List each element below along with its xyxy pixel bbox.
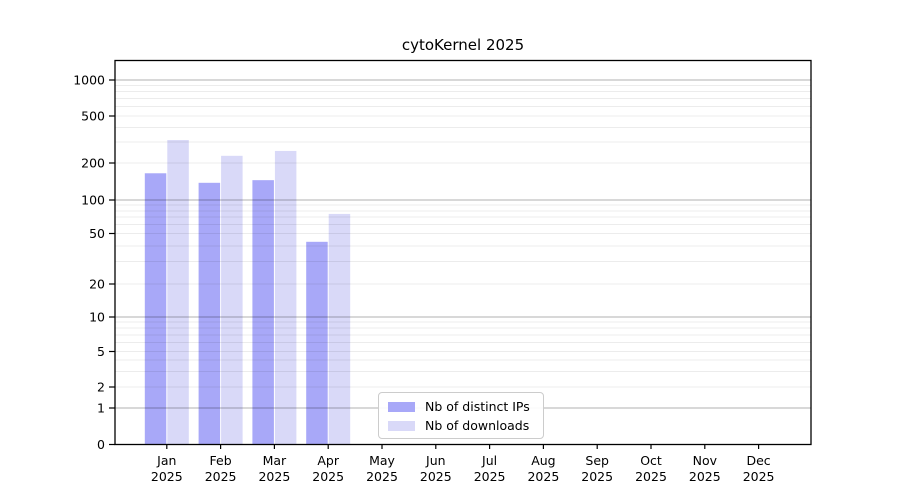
y-tick-label: 100 xyxy=(81,193,105,208)
legend-item-downloads: Nb of downloads xyxy=(388,418,533,433)
legend: Nb of distinct IPs Nb of downloads xyxy=(378,392,544,439)
y-tick-label: 5 xyxy=(97,344,105,359)
legend-label-distinct-ips: Nb of distinct IPs xyxy=(425,399,530,414)
bar-downloads-feb xyxy=(221,155,243,445)
bar-ips-feb xyxy=(198,182,221,445)
legend-swatch-distinct-ips xyxy=(388,401,415,412)
x-tick-label-month: Dec xyxy=(746,453,770,468)
y-tick-label: 1000 xyxy=(73,73,105,88)
axis-frame xyxy=(114,59,812,446)
legend-item-distinct-ips: Nb of distinct IPs xyxy=(388,399,533,414)
x-tick-label-year: 2025 xyxy=(420,469,452,484)
y-tick-label: 200 xyxy=(81,156,105,171)
y-tick-label: 0 xyxy=(97,437,105,452)
x-tick-label-year: 2025 xyxy=(527,469,559,484)
y-tick-label: 500 xyxy=(81,109,105,124)
y-tick-label: 2 xyxy=(97,380,105,395)
chart-title: cytoKernel 2025 xyxy=(401,36,525,54)
x-tick-label-month: Feb xyxy=(210,453,232,468)
x-tick-label-month: May xyxy=(369,453,395,468)
x-tick-label-year: 2025 xyxy=(151,469,183,484)
x-tick-label-month: Mar xyxy=(263,453,287,468)
x-tick-label-month: Nov xyxy=(693,453,718,468)
x-tick-label-year: 2025 xyxy=(635,469,667,484)
bar-downloads-jan xyxy=(167,140,189,445)
x-tick-label-year: 2025 xyxy=(689,469,721,484)
bar-ips-mar xyxy=(252,180,274,445)
bar-ips-jan xyxy=(144,173,167,445)
x-tick-label-year: 2025 xyxy=(366,469,398,484)
x-tick-label-year: 2025 xyxy=(474,469,506,484)
x-tick-label-month: Apr xyxy=(317,453,339,468)
x-tick-label-month: Oct xyxy=(640,453,662,468)
y-tick-label: 10 xyxy=(89,310,105,325)
x-tick-label-month: Jun xyxy=(425,453,446,468)
x-tick-label-month: Aug xyxy=(531,453,555,468)
x-tick-label-year: 2025 xyxy=(743,469,775,484)
y-tick-label: 20 xyxy=(89,277,105,292)
bar-downloads-mar xyxy=(274,150,297,445)
x-tick-label-year: 2025 xyxy=(205,469,237,484)
y-tick-label: 1 xyxy=(97,401,105,416)
legend-swatch-downloads xyxy=(388,420,415,431)
bar-downloads-apr xyxy=(328,213,351,445)
x-tick-label-month: Jan xyxy=(156,453,176,468)
x-tick-label-month: Sep xyxy=(585,453,609,468)
x-tick-label-year: 2025 xyxy=(258,469,290,484)
bar-ips-apr xyxy=(306,241,328,445)
y-tick-label: 50 xyxy=(89,226,105,241)
x-tick-label-year: 2025 xyxy=(581,469,613,484)
legend-label-downloads: Nb of downloads xyxy=(425,418,530,433)
x-tick-label-month: Jul xyxy=(481,453,497,468)
x-tick-label-year: 2025 xyxy=(312,469,344,484)
